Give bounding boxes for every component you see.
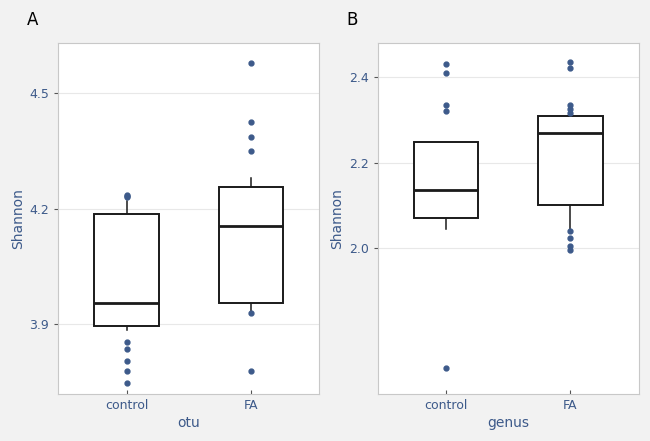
Y-axis label: Shannon: Shannon xyxy=(331,188,345,249)
Bar xyxy=(218,187,283,303)
Bar xyxy=(413,142,478,218)
X-axis label: genus: genus xyxy=(488,416,529,430)
Y-axis label: Shannon: Shannon xyxy=(11,188,25,249)
X-axis label: otu: otu xyxy=(177,416,200,430)
Text: A: A xyxy=(27,11,38,29)
Text: B: B xyxy=(346,11,358,29)
Bar xyxy=(538,116,603,206)
Bar xyxy=(94,214,159,326)
